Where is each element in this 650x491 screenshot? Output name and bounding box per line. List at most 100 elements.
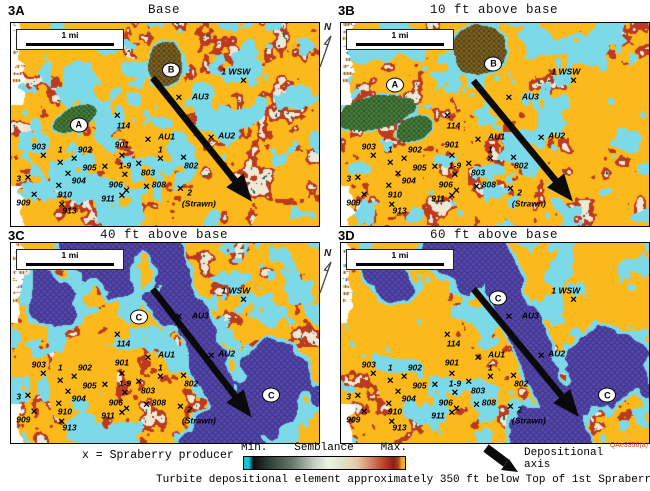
well-label: 1	[488, 362, 493, 373]
panel-label-3d: 3D	[338, 228, 355, 243]
well-marker: ✕	[509, 370, 518, 381]
well-marker: ✕	[175, 311, 183, 322]
well-label: AU1	[158, 349, 176, 360]
well-label: 1-9	[448, 160, 462, 171]
well-marker: ✕	[569, 75, 578, 86]
well-marker: ✕	[369, 150, 378, 161]
well-marker: ✕	[207, 350, 215, 361]
well-label: 901	[114, 357, 129, 368]
well-label: 1 WSW	[221, 66, 251, 77]
well-label: 808	[151, 397, 166, 408]
depositional-axis-arrow-3c	[150, 287, 252, 418]
well-label: 808	[481, 179, 496, 190]
well-marker: ✕	[39, 150, 48, 161]
well-label: 903	[361, 141, 376, 152]
well-marker: ✕	[113, 110, 122, 121]
well-label: 114	[446, 338, 461, 349]
well-label: 802	[514, 378, 529, 389]
well-marker: ✕	[451, 169, 459, 180]
semblance-colorbar	[243, 456, 406, 470]
map-3a: 1 mi ✕ 903 ✕ 1 ✕ 902 ✕ 901 ✕ 114 ✕ 1 ✕ 905 ✕ 1-9 ✕ 803 ✕ 3 ✕ 9…	[10, 22, 320, 227]
well-label: (Strawn)	[181, 415, 216, 426]
well-label: 911	[101, 410, 115, 421]
well-label: 905	[82, 162, 97, 173]
north-label-top: N	[324, 22, 332, 33]
well-marker: ✕	[537, 132, 545, 143]
well-marker: ✕	[135, 376, 143, 387]
well-label: AU3	[191, 91, 209, 102]
scale-bar-line	[356, 263, 444, 266]
well-label: 901	[444, 139, 459, 150]
well-label: 902	[77, 362, 92, 373]
well-label: 905	[412, 162, 427, 173]
colorbar-title: Semblance	[294, 442, 354, 454]
well-label: 901	[114, 139, 129, 150]
map-3c: 1 mi ✕ 903 ✕ 1 ✕ 902 ✕ 901 ✕ 114 ✕ 1 ✕ 905 ✕ 1-9 ✕ 803 ✕ 3 ✕ 9…	[10, 242, 320, 444]
area-label-circle-c: C	[598, 387, 617, 403]
scale-bar-line	[356, 43, 444, 46]
well-label: 910	[57, 189, 72, 200]
well-label: 1	[57, 362, 63, 373]
panel-label-3a: 3A	[8, 3, 25, 18]
area-label-circle-c: C	[129, 309, 148, 325]
well-marker: ✕	[144, 352, 152, 363]
well-label: 2	[187, 404, 192, 415]
well-marker: ✕	[388, 416, 396, 427]
well-label: 808	[151, 179, 166, 190]
well-marker: ✕	[142, 181, 151, 192]
well-marker: ✕	[369, 368, 378, 379]
well-label: 1-9	[118, 378, 132, 389]
well-marker: ✕	[474, 352, 482, 363]
well-label: 903	[361, 359, 376, 370]
area-label-circle-c: C	[489, 290, 508, 306]
colorbar-max-label: Max.	[380, 442, 407, 454]
well-label: 905	[82, 380, 97, 391]
well-marker: ✕	[384, 180, 393, 191]
well-label: 802	[184, 160, 199, 171]
colorbar-min-label: Min.	[241, 442, 268, 454]
area-label-circle-b: B	[162, 62, 181, 78]
well-label: 803	[470, 167, 486, 178]
well-marker: ✕	[24, 172, 32, 183]
figure-credit: QAe3356(a)	[609, 442, 648, 449]
well-marker: ✕	[443, 329, 452, 340]
well-label: AU3	[521, 91, 539, 102]
well-label: 906	[438, 179, 453, 190]
well-label: 114	[116, 338, 131, 349]
well-marker: ✕	[64, 386, 72, 397]
scale-bar-label: 1 mi	[391, 250, 409, 260]
well-label: 902	[407, 144, 422, 155]
scale-bar: 1 mi	[346, 249, 454, 270]
area-label-circle-a: A	[69, 117, 88, 132]
well-marker: ✕	[30, 406, 38, 417]
well-marker: ✕	[30, 189, 38, 200]
well-label: 913	[62, 205, 77, 216]
well-marker: ✕	[118, 190, 126, 201]
well-marker: ✕	[465, 376, 473, 387]
well-label: 904	[71, 175, 86, 186]
well-marker: ✕	[56, 157, 65, 168]
well-label: 909	[346, 414, 361, 425]
well-marker: ✕	[509, 152, 518, 163]
well-label: 2	[517, 187, 522, 197]
panel-title-3b: 10 ft above base	[429, 3, 559, 17]
well-label: 911	[101, 193, 115, 204]
well-marker: ✕	[64, 168, 72, 179]
well-marker: ✕	[135, 158, 143, 169]
well-label: 114	[446, 120, 461, 130]
scale-bar-line	[26, 43, 114, 46]
well-label: 913	[62, 422, 77, 433]
well-label: AU1	[158, 131, 176, 142]
well-marker: ✕	[142, 399, 151, 410]
well-marker: ✕	[394, 168, 402, 179]
well-label: 910	[387, 406, 402, 417]
well-marker: ✕	[156, 153, 165, 164]
well-marker: ✕	[122, 403, 131, 414]
north-arrow-icon-bottom	[319, 261, 332, 294]
scale-bar-line	[26, 263, 114, 266]
well-marker: ✕	[386, 157, 395, 168]
well-label: 1	[158, 144, 163, 155]
map-3b: 1 mi ✕ 903 ✕ 1 ✕ 902 ✕ 901 ✕ 114 ✕ 1 ✕ 905 ✕ 1-9 ✕ 803 ✕ 3 ✕ 9…	[340, 22, 650, 227]
area-label-circle-c: C	[262, 387, 281, 403]
well-marker: ✕	[451, 387, 459, 398]
